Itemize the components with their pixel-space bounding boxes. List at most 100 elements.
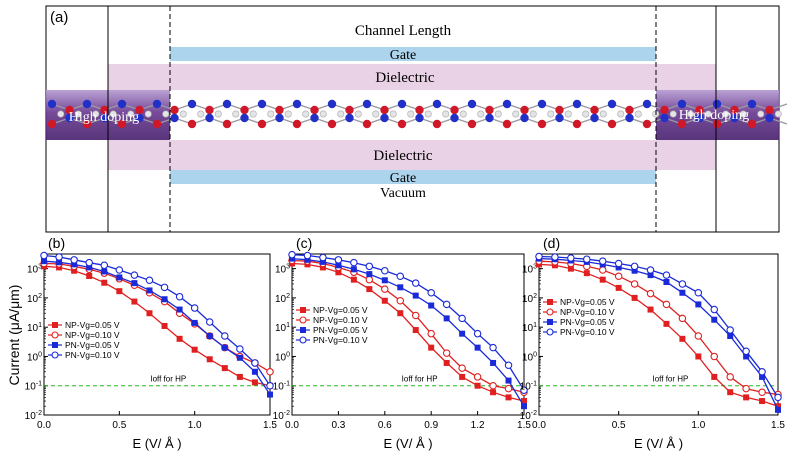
data-point xyxy=(131,298,138,305)
atom-bottom xyxy=(135,113,144,123)
vacuum-label: Vacuum xyxy=(380,186,426,201)
data-point xyxy=(381,285,389,293)
data-point xyxy=(474,344,481,351)
atom-middle xyxy=(687,110,695,118)
series-line xyxy=(291,259,525,393)
atom-top xyxy=(380,105,389,115)
series-line xyxy=(538,257,779,411)
data-point xyxy=(176,306,183,313)
data-point xyxy=(131,280,138,287)
data-point xyxy=(505,377,512,384)
atom-middle xyxy=(494,110,502,118)
atom-middle xyxy=(407,110,415,118)
data-point xyxy=(366,271,373,278)
data-point xyxy=(56,259,63,266)
data-point xyxy=(442,300,451,309)
series-line xyxy=(43,254,271,387)
data-point xyxy=(442,349,451,357)
data-point xyxy=(458,314,466,323)
data-point xyxy=(176,335,183,342)
data-point xyxy=(459,330,466,337)
atom-bottom xyxy=(677,119,687,129)
y-tick-label: 101 xyxy=(27,322,42,334)
data-point xyxy=(743,394,750,401)
atom-bottom xyxy=(520,113,529,123)
data-point xyxy=(742,347,750,356)
data-point xyxy=(678,280,687,288)
legend-marker xyxy=(52,342,58,348)
data-point xyxy=(101,268,108,275)
data-point xyxy=(70,256,78,264)
atom-middle xyxy=(564,110,572,118)
panel-label: (d) xyxy=(543,235,560,251)
atom-middle xyxy=(92,110,100,118)
legend-marker xyxy=(546,308,554,316)
atom-bottom xyxy=(292,119,302,129)
atom-bottom xyxy=(47,119,57,129)
legend-label: PN-Vg=0.05 V xyxy=(313,325,368,335)
data-point xyxy=(695,353,702,360)
panel-label: (b) xyxy=(48,235,65,251)
atom-bottom xyxy=(240,113,249,123)
data-point xyxy=(266,381,274,390)
legend-label: PN-Vg=0.10 V xyxy=(65,350,120,360)
data-point xyxy=(695,301,702,308)
channel-length-label: Channel Length xyxy=(355,23,452,39)
atom-top xyxy=(467,99,477,109)
data-point xyxy=(614,272,623,280)
data-point xyxy=(41,258,47,265)
atom-bottom xyxy=(590,113,599,123)
series-line xyxy=(538,263,779,407)
atom-middle xyxy=(214,110,222,118)
dielectric-bottom-slab xyxy=(108,140,716,170)
data-point xyxy=(146,287,153,294)
atom-bottom xyxy=(642,119,652,129)
data-point xyxy=(334,256,343,264)
atom-bottom xyxy=(117,119,127,129)
series-3 xyxy=(288,250,528,395)
atom-top xyxy=(695,105,704,115)
atom-middle xyxy=(319,110,327,118)
y-tick-label: 100 xyxy=(522,351,537,363)
atom-top xyxy=(730,105,739,115)
data-point xyxy=(630,280,639,288)
atom-bottom xyxy=(450,113,459,123)
data-point xyxy=(535,252,543,261)
device-schematic: (a) Channel Length Gate Dielectric High … xyxy=(45,5,788,233)
data-point xyxy=(335,269,342,276)
atom-top xyxy=(397,99,407,109)
atom-middle xyxy=(617,110,625,118)
data-point xyxy=(236,345,244,353)
data-point xyxy=(251,359,259,367)
panel-label: (c) xyxy=(296,235,312,251)
x-axis-label: E (V/ Å ) xyxy=(634,436,683,451)
atom-bottom xyxy=(712,119,722,129)
data-point xyxy=(489,343,497,352)
data-point xyxy=(40,251,48,260)
atom-middle xyxy=(774,110,782,118)
data-point xyxy=(205,318,214,326)
atom-bottom xyxy=(170,113,179,123)
data-point xyxy=(663,320,670,327)
data-point xyxy=(473,329,482,338)
atom-bottom xyxy=(660,113,669,123)
data-point xyxy=(381,297,388,304)
y-tick-label: 101 xyxy=(522,322,537,334)
data-point xyxy=(116,288,123,295)
legend-marker xyxy=(51,351,59,359)
data-point xyxy=(101,279,108,286)
atom-bottom xyxy=(310,113,319,123)
atom-top xyxy=(257,99,267,109)
atom-top xyxy=(502,99,512,109)
atom-top xyxy=(187,99,197,109)
atom-bottom xyxy=(485,113,494,123)
atom-top xyxy=(82,99,92,109)
data-point xyxy=(711,373,718,380)
atom-top xyxy=(572,99,582,109)
legend: NP-Vg=0.05 VNP-Vg=0.10 VPN-Vg=0.05 VPN-V… xyxy=(296,305,368,345)
data-point xyxy=(726,373,734,381)
data-point xyxy=(505,394,512,401)
series-line xyxy=(43,260,271,395)
atom-top xyxy=(450,105,459,115)
legend-marker xyxy=(51,331,59,339)
